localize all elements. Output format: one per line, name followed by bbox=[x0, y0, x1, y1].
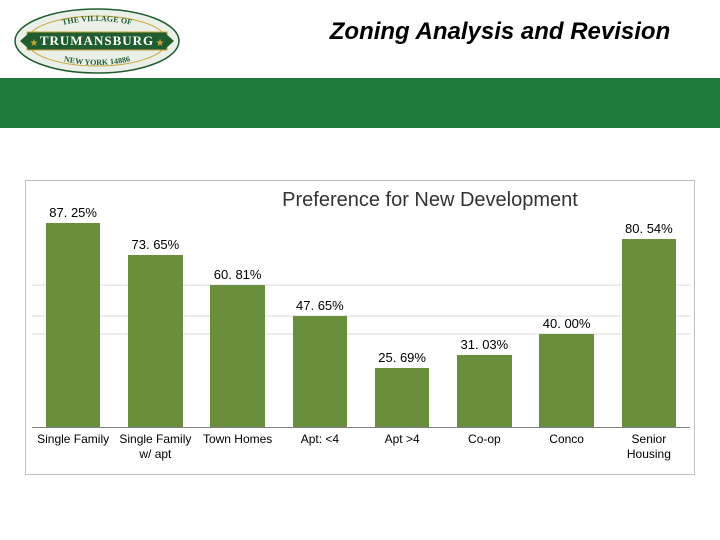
x-axis-label: Conco bbox=[526, 430, 608, 468]
x-axis-label: Co-op bbox=[443, 430, 525, 468]
bar bbox=[210, 285, 264, 428]
x-axis-label: SeniorHousing bbox=[608, 430, 690, 468]
x-axis-label: Apt: <4 bbox=[279, 430, 361, 468]
bar-slot: 40. 00% bbox=[526, 193, 608, 428]
bar-value-label: 87. 25% bbox=[32, 205, 114, 220]
x-axis-label: Town Homes bbox=[197, 430, 279, 468]
svg-text:TRUMANSBURG: TRUMANSBURG bbox=[40, 33, 154, 48]
village-logo: THE VILLAGE OF NEW YORK 14886 TRUMANSBUR… bbox=[10, 6, 185, 76]
bar-slot: 25. 69% bbox=[361, 193, 443, 428]
chart-baseline bbox=[32, 427, 690, 428]
svg-text:★: ★ bbox=[30, 38, 39, 49]
bar-value-label: 40. 00% bbox=[526, 316, 608, 331]
preference-chart: Preference for New Development 87. 25%73… bbox=[25, 180, 695, 475]
chart-bars: 87. 25% 73. 65%60. 81% 47. 65% 25. 69%31. 0… bbox=[32, 193, 690, 428]
bar bbox=[46, 223, 100, 428]
chart-x-axis: Single FamilySingle Familyw/ aptTown Hom… bbox=[32, 430, 690, 468]
svg-text:★: ★ bbox=[156, 38, 165, 49]
bar-slot: 60. 81% bbox=[197, 193, 279, 428]
bar bbox=[622, 239, 676, 428]
bar-value-label: 80. 54% bbox=[608, 221, 690, 236]
bar bbox=[457, 355, 511, 428]
header-band bbox=[0, 78, 720, 128]
x-axis-label: Single Family bbox=[32, 430, 114, 468]
bar-slot: 80. 54% bbox=[608, 193, 690, 428]
bar-value-label: 73. 65% bbox=[114, 237, 196, 252]
bar-slot: 73. 65% bbox=[114, 193, 196, 428]
bar-slot: 31. 03% bbox=[443, 193, 525, 428]
chart-plot-area: 87. 25% 73. 65%60. 81% 47. 65% 25. 69%31. 0… bbox=[32, 193, 690, 428]
bar-value-label: 60. 81% bbox=[197, 267, 279, 282]
bar-slot: 47. 65% bbox=[279, 193, 361, 428]
x-axis-label: Single Familyw/ apt bbox=[114, 430, 196, 468]
bar bbox=[375, 368, 429, 428]
x-axis-label: Apt >4 bbox=[361, 430, 443, 468]
bar-value-label: 31. 03% bbox=[443, 337, 525, 352]
bar-value-label: 47. 65% bbox=[279, 298, 361, 313]
bar bbox=[293, 316, 347, 428]
bar-slot: 87. 25% bbox=[32, 193, 114, 428]
bar bbox=[128, 255, 182, 428]
page-title: Zoning Analysis and Revision bbox=[290, 18, 710, 46]
bar bbox=[539, 334, 593, 428]
bar-value-label: 25. 69% bbox=[361, 350, 443, 365]
